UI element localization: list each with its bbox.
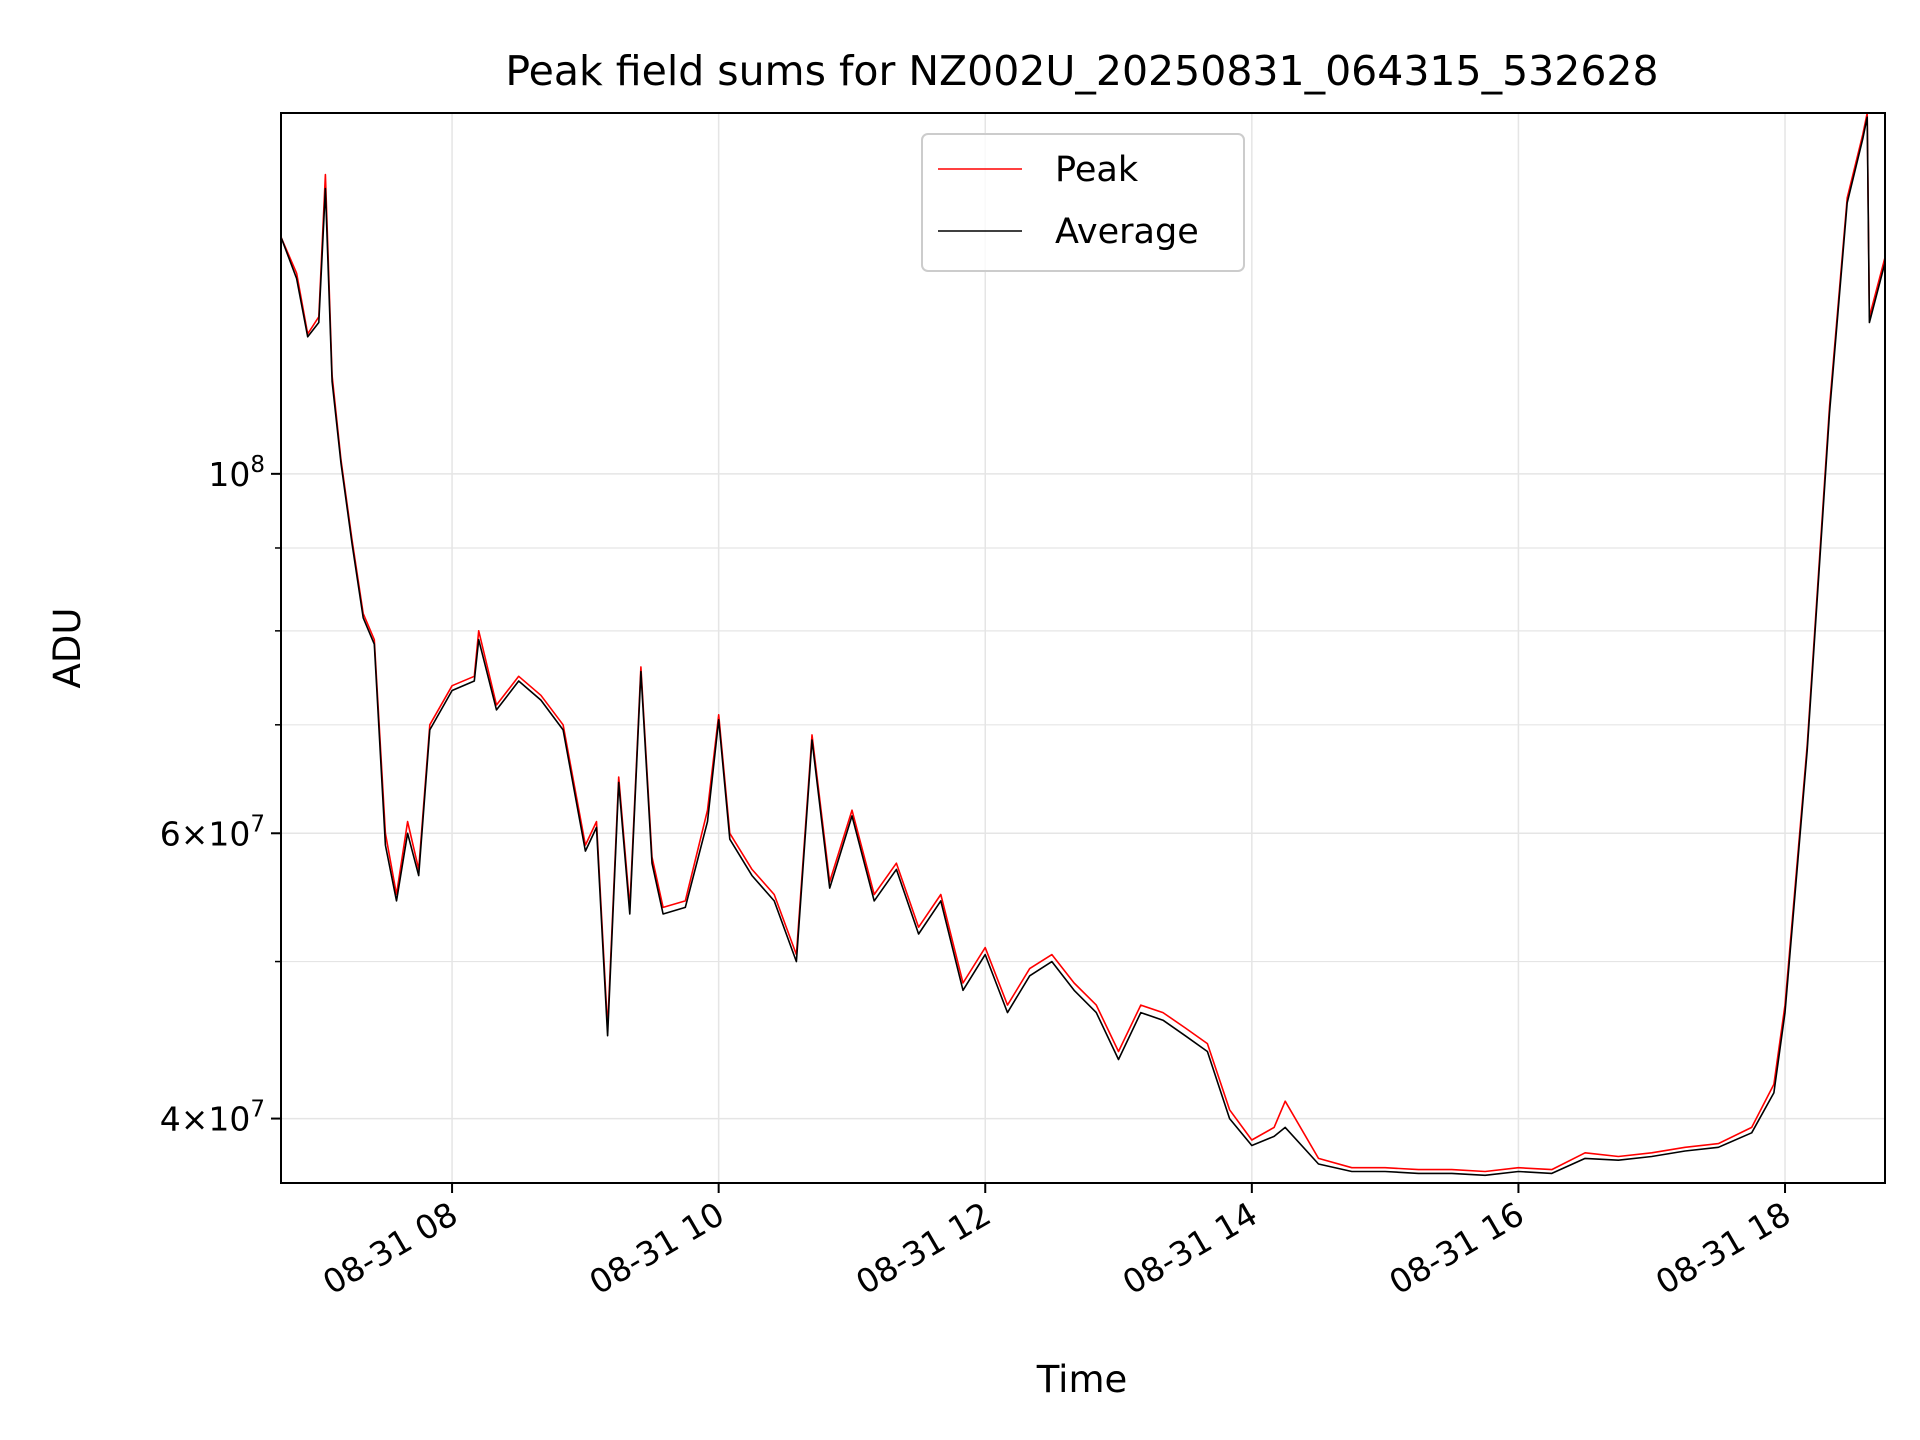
y-tick-label: 108 <box>208 452 265 494</box>
series-line-average <box>280 116 1886 1177</box>
legend: Peak Average <box>921 133 1245 272</box>
x-axis-label: Time <box>1036 1358 1128 1401</box>
series-layer <box>280 112 1886 1177</box>
grid <box>281 113 1885 1183</box>
legend-average-label: Average <box>1055 212 1199 252</box>
legend-peak-label: Peak <box>1055 150 1139 190</box>
y-axis-label: ADU <box>46 608 89 689</box>
y-tick-label: 6×107 <box>160 811 265 853</box>
chart-title: Peak field sums for NZ002U_20250831_0643… <box>505 47 1658 95</box>
y-axis: 108 6×107 4×107 <box>160 452 281 1139</box>
plot-frame <box>280 112 1886 1184</box>
y-tick-label: 4×107 <box>160 1097 265 1139</box>
